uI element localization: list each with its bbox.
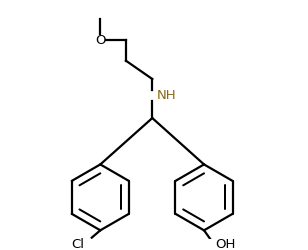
Text: Cl: Cl	[71, 237, 84, 250]
Text: O: O	[95, 34, 106, 47]
Text: NH: NH	[157, 89, 176, 102]
Text: OH: OH	[215, 237, 235, 250]
